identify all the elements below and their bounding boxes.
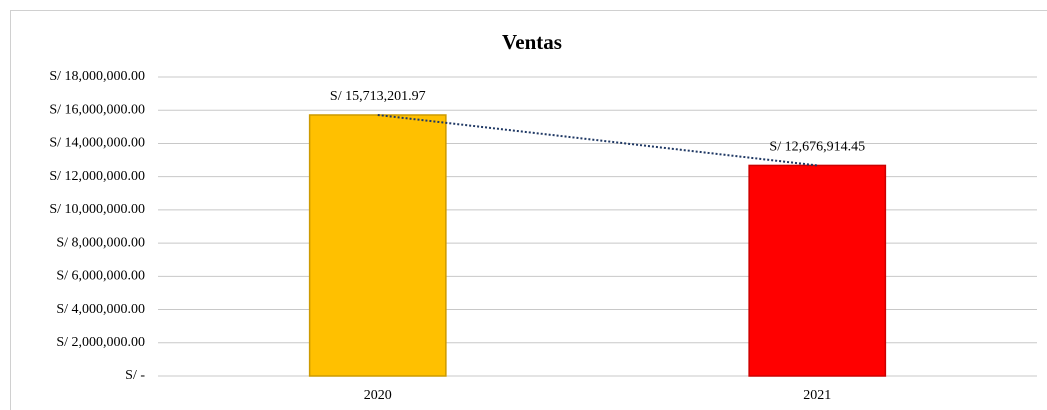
bar [308,114,447,377]
y-tick-label: S/ 16,000,000.00 [49,102,145,117]
x-tick-label: 2020 [364,388,392,403]
y-tick-label: S/ 8,000,000.00 [56,235,145,250]
y-tick-label: S/ 2,000,000.00 [56,335,145,350]
y-tick-label: S/ 10,000,000.00 [49,202,145,217]
trendline [377,113,818,167]
y-tick-label: S/ 6,000,000.00 [56,269,145,284]
value-label: S/ 15,713,201.97 [330,89,426,104]
y-tick-label: S/ 18,000,000.00 [49,69,145,84]
chart-title: Ventas [502,30,562,54]
x-tick-label: 2021 [803,388,831,403]
y-tick-label: S/ - [125,368,145,383]
y-tick-label: S/ 12,000,000.00 [49,169,145,184]
bar [748,164,887,377]
value-label: S/ 12,676,914.45 [769,140,865,155]
y-tick-label: S/ 14,000,000.00 [49,136,145,151]
y-tick-label: S/ 4,000,000.00 [56,302,145,317]
